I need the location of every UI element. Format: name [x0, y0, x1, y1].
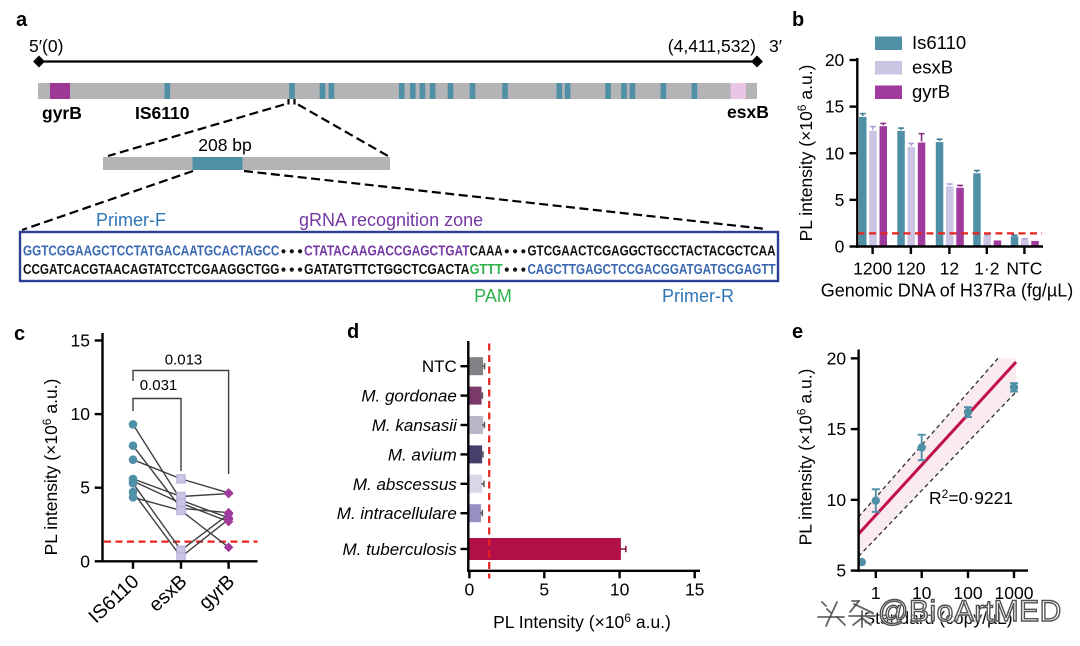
svg-text:5′(0): 5′(0)	[29, 36, 63, 56]
svg-text:M. gordonae: M. gordonae	[361, 387, 456, 406]
svg-text:esxB: esxB	[727, 102, 769, 122]
svg-text:10: 10	[825, 143, 845, 163]
svg-text:M. avium: M. avium	[388, 445, 457, 464]
svg-text:R2=0·9221: R2=0·9221	[929, 487, 1013, 508]
svg-text:10: 10	[912, 583, 932, 603]
svg-text:100: 100	[953, 583, 982, 603]
svg-text:CAGCTTGAGCTCCGACGGATGATGCGAGTT: CAGCTTGAGCTCCGACGGATGATGCGAGTT	[527, 262, 775, 278]
svg-text:208 bp: 208 bp	[198, 135, 252, 155]
svg-text:120: 120	[896, 259, 925, 279]
svg-text:12: 12	[940, 259, 959, 279]
svg-text:CCGATCACGTAACAGTATCCTCGAAGGCTG: CCGATCACGTAACAGTATCCTCGAAGGCTGG	[23, 262, 279, 278]
svg-text:d: d	[347, 321, 359, 343]
svg-text:PL intensity (×106 a.u.): PL intensity (×106 a.u.)	[795, 369, 816, 546]
svg-text:PAM: PAM	[474, 286, 512, 306]
svg-text:PL intensity (×106 a.u.): PL intensity (×106 a.u.)	[40, 379, 61, 556]
svg-text:GTTT: GTTT	[470, 262, 503, 278]
svg-text:20: 20	[827, 348, 847, 368]
svg-text:5: 5	[835, 190, 845, 210]
svg-text:5: 5	[836, 561, 846, 581]
svg-text:Is6110: Is6110	[912, 32, 966, 53]
svg-text:M. intracellulare: M. intracellulare	[337, 504, 457, 523]
svg-text:0.013: 0.013	[165, 352, 203, 369]
svg-text:10: 10	[827, 490, 847, 510]
svg-text:GATATGTTCTGGCTCGACTA: GATATGTTCTGGCTCGACTA	[304, 262, 470, 278]
svg-text:PL Intensity (×106 a.u.): PL Intensity (×106 a.u.)	[493, 611, 671, 632]
svg-text:IS6110: IS6110	[135, 103, 190, 123]
svg-text:1200: 1200	[853, 259, 892, 279]
svg-text:gyrB: gyrB	[42, 103, 82, 123]
svg-text:@BioArtMED: @BioArtMED	[878, 595, 1062, 628]
svg-text:GGTCGGAAGCTCCTATGACAATGCACTAGC: GGTCGGAAGCTCCTATGACAATGCACTAGCC	[23, 244, 280, 260]
svg-text:15: 15	[827, 419, 846, 439]
svg-text:M. kansasii: M. kansasii	[372, 416, 458, 435]
svg-text:0: 0	[835, 237, 845, 257]
svg-text:b: b	[792, 9, 804, 31]
svg-text:c: c	[14, 323, 25, 345]
svg-text:Primer-R: Primer-R	[662, 286, 734, 306]
svg-text:NTC: NTC	[422, 357, 457, 376]
svg-text:CAAA: CAAA	[470, 244, 503, 260]
svg-text:CTATACAAGACCGAGCTGAT: CTATACAAGACCGAGCTGAT	[304, 244, 470, 260]
svg-text:0.031: 0.031	[140, 377, 178, 394]
svg-text:esxB: esxB	[912, 57, 953, 78]
svg-text:5: 5	[539, 580, 549, 600]
svg-text:1: 1	[871, 583, 881, 603]
svg-text:Primer-F: Primer-F	[96, 210, 166, 230]
svg-text:10: 10	[610, 580, 630, 600]
svg-text:M. tuberculosis: M. tuberculosis	[342, 540, 457, 559]
svg-text:20: 20	[825, 50, 845, 70]
svg-text:GTCGAACTCGAGGCTGCCTACTACGCTCAA: GTCGAACTCGAGGCTGCCTACTACGCTCAA	[527, 244, 776, 260]
svg-text:Standard (copy/µL): Standard (copy/µL)	[863, 608, 1012, 628]
svg-text:(4,411,532): (4,411,532)	[668, 36, 756, 56]
svg-text:1·2: 1·2	[974, 259, 999, 279]
svg-text:15: 15	[685, 580, 704, 600]
svg-text:e: e	[792, 321, 803, 343]
svg-text:3′: 3′	[769, 36, 782, 56]
svg-text:15: 15	[825, 97, 844, 117]
svg-text:10: 10	[71, 404, 91, 424]
svg-text:@BioArtMED: @BioArtMED	[878, 595, 1062, 628]
svg-text:gRNA recognition zone: gRNA recognition zone	[299, 210, 483, 230]
svg-text:0: 0	[80, 551, 90, 571]
svg-text:gyrB: gyrB	[912, 81, 950, 102]
svg-text:a: a	[16, 9, 28, 31]
svg-text:15: 15	[71, 331, 90, 351]
svg-text:Genomic DNA of H37Ra (fg/µL): Genomic DNA of H37Ra (fg/µL)	[821, 281, 1073, 301]
svg-text:1000: 1000	[995, 583, 1034, 603]
svg-text:PL intensity (×106 a.u.): PL intensity (×106 a.u.)	[795, 65, 816, 242]
svg-text:M. abscessus: M. abscessus	[353, 475, 457, 494]
svg-text:5: 5	[80, 478, 90, 498]
svg-text:NTC: NTC	[1006, 259, 1042, 279]
svg-text:0: 0	[465, 580, 475, 600]
